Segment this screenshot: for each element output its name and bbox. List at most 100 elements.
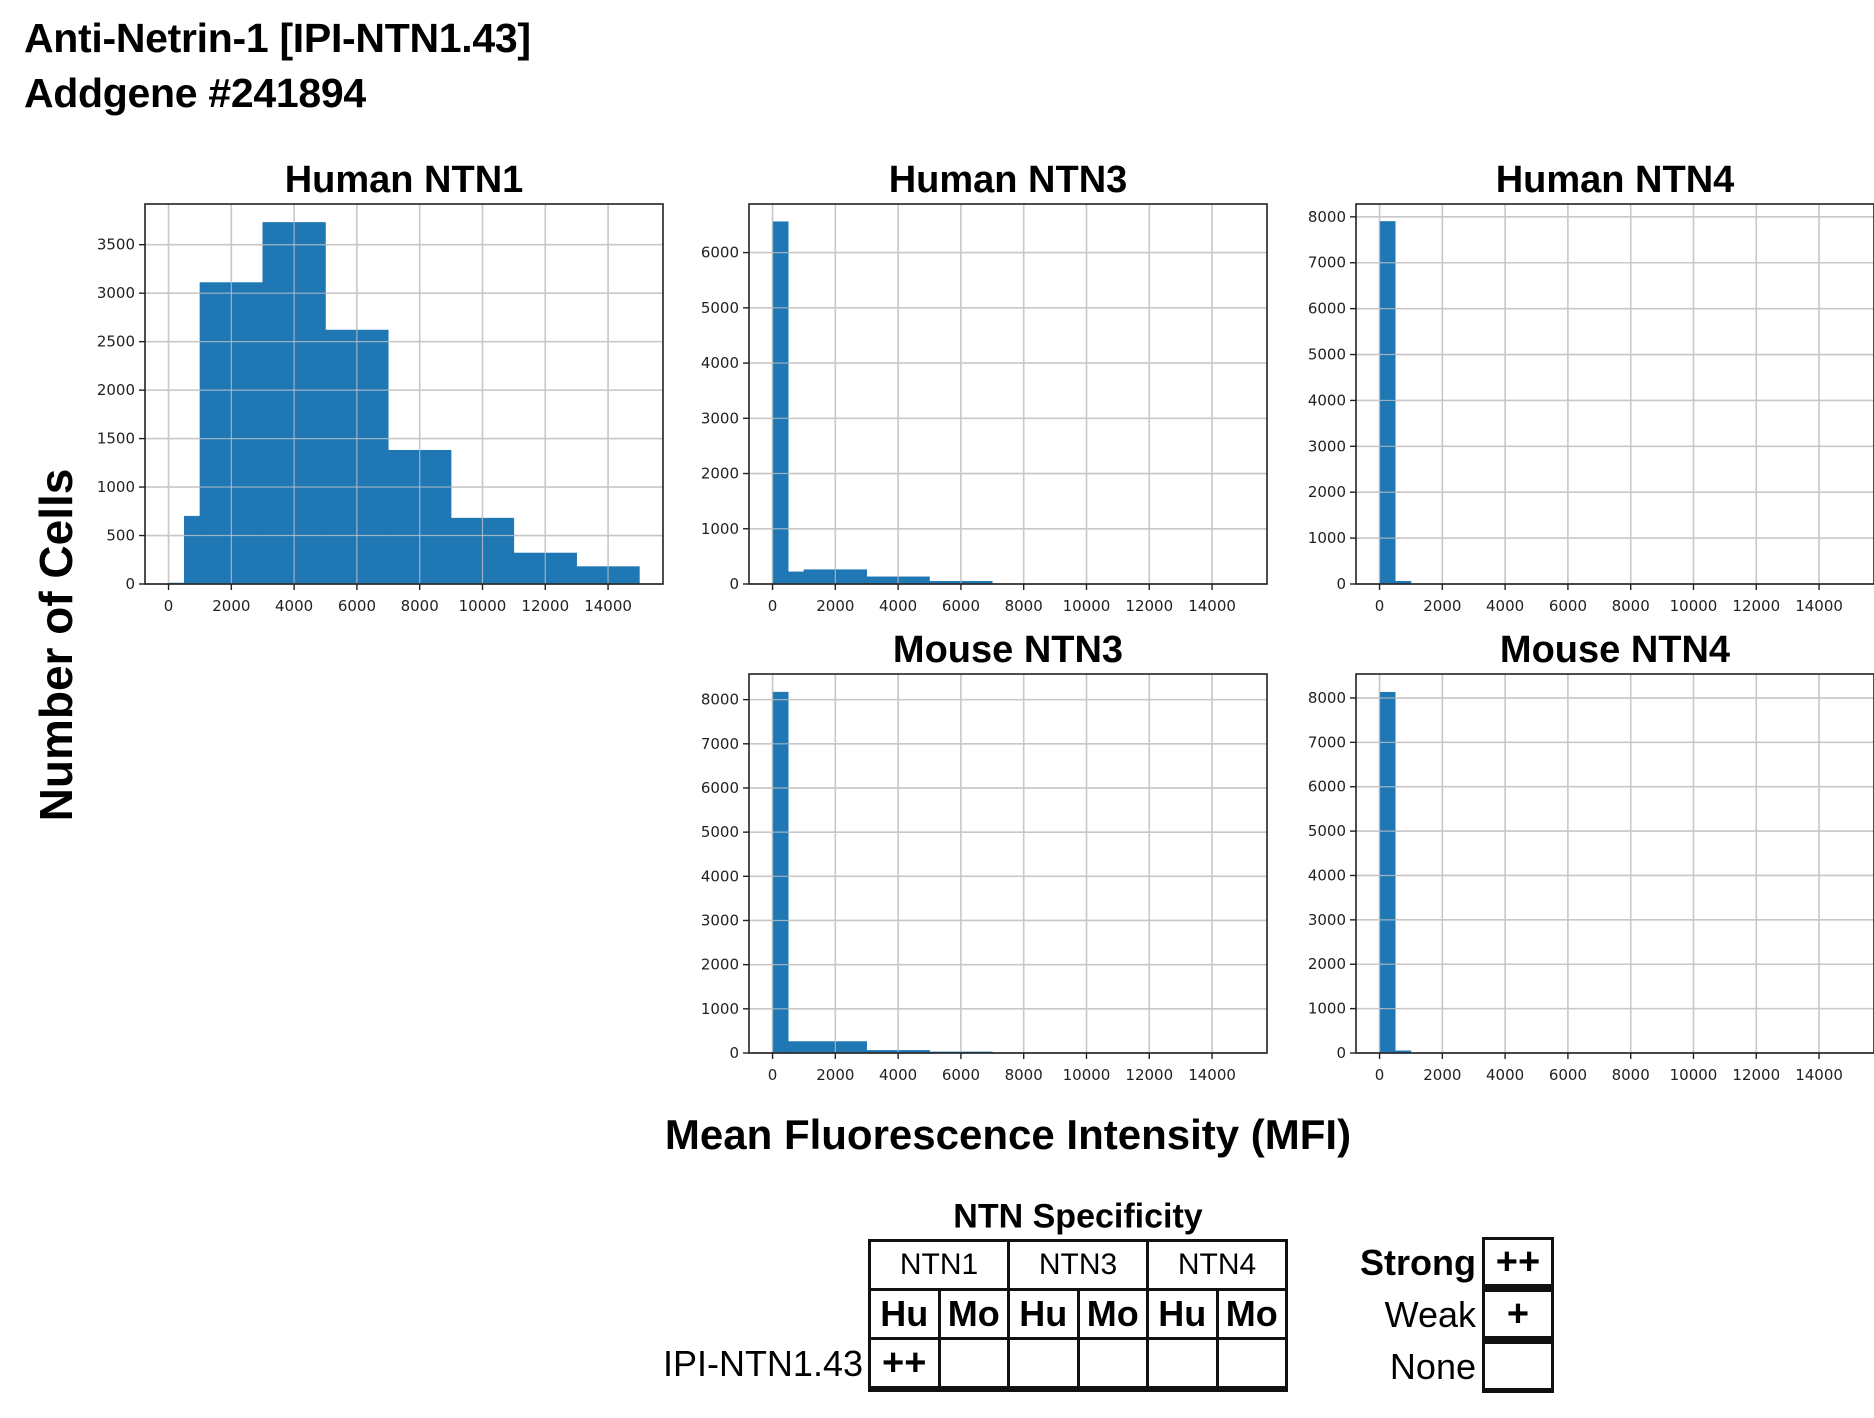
chart-title: Mouse NTN4 (1500, 629, 1730, 671)
specificity-cell: ++ (868, 1337, 941, 1392)
x-tick-label: 0 (768, 1066, 778, 1084)
x-tick-label: 6000 (1549, 1066, 1587, 1084)
y-tick-label: 7000 (701, 735, 739, 753)
x-tick-label: 4000 (275, 597, 313, 615)
y-tick-label: 500 (106, 527, 135, 545)
x-tick-label: 14000 (1188, 1066, 1236, 1084)
histogram-bar (772, 691, 789, 1054)
plot-frame (144, 203, 664, 585)
y-tick-label: 0 (729, 575, 739, 593)
specificity-cell (1146, 1337, 1219, 1392)
legend-label: Strong (1360, 1242, 1476, 1283)
chart-title: Human NTN1 (285, 159, 524, 201)
species-header: Mo (1215, 1288, 1288, 1340)
x-tick-label: 6000 (942, 1066, 980, 1084)
species-header: Hu (868, 1288, 941, 1340)
plot-frame (1355, 673, 1874, 1054)
legend-label: None (1389, 1346, 1476, 1387)
x-tick-label: 2000 (1423, 1066, 1461, 1084)
y-tick-label: 2000 (701, 465, 739, 483)
y-tick-label: 5000 (701, 823, 739, 841)
legend-symbol (1481, 1341, 1554, 1393)
x-tick-label: 4000 (879, 1066, 917, 1084)
table-row: ++ (868, 1337, 1288, 1392)
histogram-mouse-ntn3: 0 2000 4000 6000 8000 10000 12000 14000 0 1000 200… (701, 629, 1268, 1084)
x-tick-label: 0 (1375, 597, 1385, 615)
x-tick-label: 12000 (1732, 597, 1780, 615)
x-tick-label: 8000 (1612, 1066, 1650, 1084)
y-tick-label: 1000 (1308, 529, 1346, 547)
x-tick-label: 4000 (1486, 597, 1524, 615)
y-tick-label: 8000 (1308, 208, 1346, 226)
histogram-bar (1379, 691, 1396, 1054)
histogram-human-ntn1: 0 2000 4000 6000 8000 10000 12000 14000 0 500 1000… (97, 159, 664, 615)
species-header: Mo (1076, 1288, 1149, 1340)
y-tick-label: 1500 (97, 430, 135, 448)
x-tick-label: 8000 (1005, 1066, 1043, 1084)
specificity-cell (937, 1337, 1010, 1392)
species-header: Mo (937, 1288, 1010, 1340)
specificity-title: NTN Specificity (953, 1197, 1203, 1236)
y-tick-label: 3000 (701, 911, 739, 929)
histogram-mouse-ntn4: 0 2000 4000 6000 8000 10000 12000 14000 0 1000 200… (1308, 629, 1874, 1084)
legend-label: Weak (1384, 1294, 1476, 1335)
specificity-cell (1007, 1337, 1080, 1392)
plot-frame (748, 203, 1268, 585)
x-tick-label: 10000 (1063, 597, 1111, 615)
x-tick-label: 2000 (212, 597, 250, 615)
y-tick-label: 5000 (701, 299, 739, 317)
histogram-bar (183, 515, 201, 585)
y-tick-label: 2000 (1308, 483, 1346, 501)
x-tick-label: 12000 (1732, 1066, 1780, 1084)
y-tick-label: 6000 (701, 244, 739, 262)
x-tick-label: 0 (768, 597, 778, 615)
y-tick-label: 3500 (97, 236, 135, 254)
y-tick-label: 0 (1336, 575, 1346, 593)
y-tick-label: 3000 (701, 409, 739, 427)
x-tick-label: 10000 (1063, 1066, 1111, 1084)
y-tick-label: 7000 (1308, 254, 1346, 272)
y-tick-label: 3000 (1308, 911, 1346, 929)
histogram-bar (1379, 221, 1396, 585)
x-tick-label: 6000 (942, 597, 980, 615)
chart-title: Mouse NTN3 (893, 629, 1123, 671)
legend-item-none: None (1360, 1341, 1554, 1393)
species-header: Hu (1007, 1288, 1080, 1340)
x-tick-label: 12000 (521, 597, 569, 615)
figure-title: Anti-Netrin-1 [IPI-NTN1.43] (24, 15, 531, 61)
y-tick-label: 2000 (701, 956, 739, 974)
x-tick-label: 0 (1375, 1066, 1385, 1084)
y-tick-label: 5000 (1308, 346, 1346, 364)
y-tick-label: 0 (1336, 1044, 1346, 1062)
histogram-human-ntn3: 0 2000 4000 6000 8000 10000 12000 14000 0 1000 200… (701, 159, 1268, 615)
x-tick-label: 4000 (1486, 1066, 1524, 1084)
y-tick-label: 4000 (701, 354, 739, 372)
y-tick-label: 3000 (97, 284, 135, 302)
y-tick-label: 0 (125, 575, 135, 593)
y-tick-label: 5000 (1308, 822, 1346, 840)
y-tick-label: 4000 (1308, 866, 1346, 884)
species-header-row: Hu Mo Hu Mo Hu Mo (868, 1288, 1288, 1340)
x-tick-label: 14000 (1795, 1066, 1843, 1084)
addgene-id: Addgene #241894 (24, 70, 366, 116)
x-tick-label: 8000 (1005, 597, 1043, 615)
y-tick-label: 1000 (701, 520, 739, 538)
y-tick-label: 2000 (97, 381, 135, 399)
y-tick-label: 8000 (701, 691, 739, 709)
x-tick-label: 10000 (459, 597, 507, 615)
specificity-table: NTN1 NTN3 NTN4 Hu Mo Hu Mo Hu Mo ++ (868, 1239, 1288, 1392)
gene-header: NTN4 (1146, 1239, 1288, 1291)
histogram-bar (772, 221, 789, 585)
x-tick-label: 10000 (1670, 1066, 1718, 1084)
x-tick-label: 2000 (816, 597, 854, 615)
y-tick-label: 2000 (1308, 955, 1346, 973)
specificity-cell (1076, 1337, 1149, 1392)
plot-frame (748, 673, 1268, 1054)
x-tick-label: 14000 (584, 597, 632, 615)
specificity-cell (1215, 1337, 1288, 1392)
x-tick-label: 4000 (879, 597, 917, 615)
y-tick-label: 1000 (1308, 1000, 1346, 1018)
antibody-row-label: IPI-NTN1.43 (662, 1343, 863, 1384)
y-tick-label: 7000 (1308, 733, 1346, 751)
